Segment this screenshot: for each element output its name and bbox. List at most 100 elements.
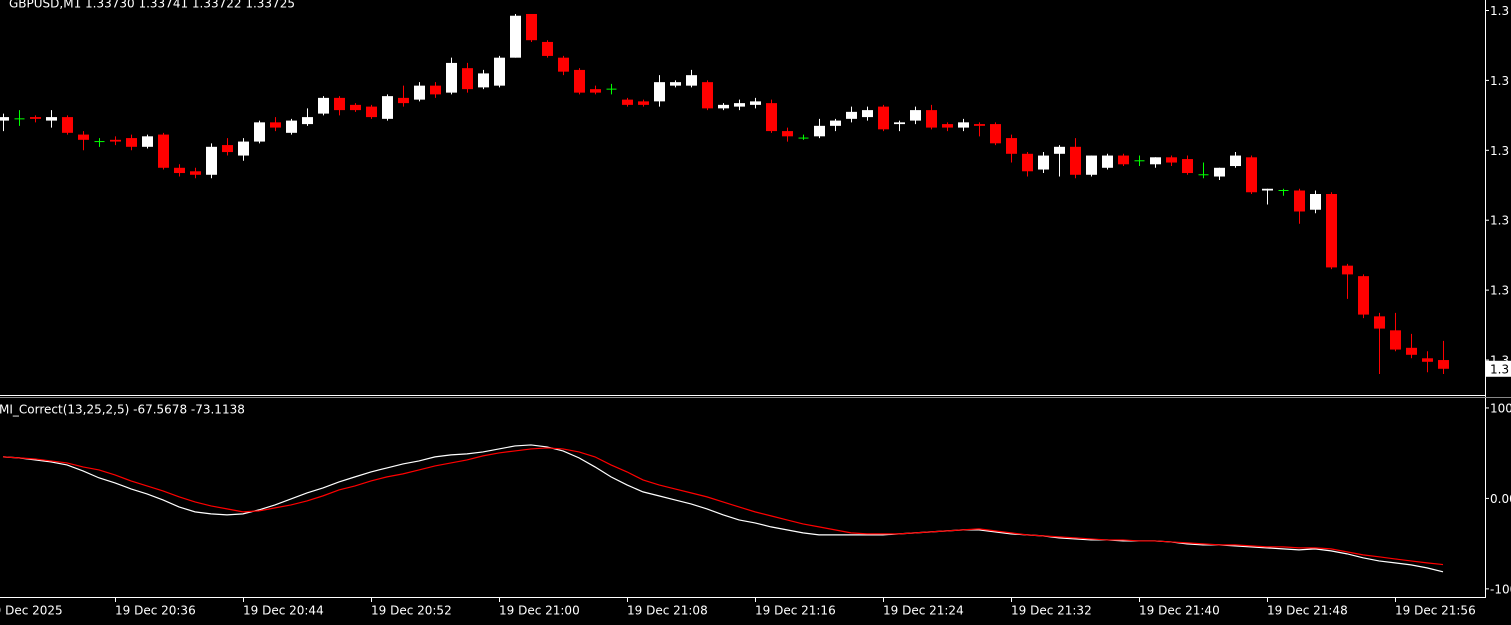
candle-body: [350, 104, 361, 111]
candle-body: [110, 139, 121, 142]
candle-body: [1166, 157, 1177, 163]
candle-body: [46, 117, 57, 121]
candle-body: [382, 96, 393, 119]
candle-body: [990, 124, 1001, 144]
x-tick-label: 19 Dec 20:44: [243, 604, 324, 618]
candle-body: [238, 141, 249, 156]
candle-body: [590, 89, 601, 93]
y-tick-label: -100: [1490, 582, 1511, 596]
candle-body: [510, 15, 521, 58]
date-label: 19 Dec 2025: [0, 604, 63, 618]
candle-body: [1438, 360, 1449, 369]
candle-body: [1022, 153, 1033, 172]
candle-body: [1006, 138, 1017, 154]
candle-body: [782, 131, 793, 137]
candle-body: [62, 117, 73, 133]
y-tick-label: 1.3: [1490, 144, 1509, 158]
y-tick-label: 1.3: [1490, 214, 1509, 228]
candle-body: [174, 167, 185, 174]
candle-body: [446, 62, 457, 93]
candle-body: [750, 101, 761, 105]
candle-body: [398, 97, 409, 104]
candle-body: [542, 41, 553, 56]
candle-body: [142, 136, 153, 147]
last-price-label: 1.3: [1490, 362, 1509, 376]
candle-body: [1054, 146, 1065, 154]
candle-body: [30, 117, 41, 119]
last-price-box: [1486, 360, 1511, 377]
candle-body: [1310, 194, 1321, 210]
candle-body: [734, 103, 745, 107]
x-tick-label: 19 Dec 20:52: [371, 604, 452, 618]
candle-body: [1422, 358, 1433, 362]
candle-body: [302, 117, 313, 125]
candle-body: [126, 138, 137, 147]
candle-body: [718, 104, 729, 109]
candle-body: [1406, 347, 1417, 355]
candle-body: [702, 82, 713, 109]
candle-body: [526, 13, 537, 41]
chart-title: GBPUSD,M1 1.33730 1.33741 1.33722 1.3372…: [9, 0, 295, 11]
y-tick-label: 100: [1490, 401, 1511, 415]
candle-body: [158, 134, 169, 168]
candle-body: [622, 99, 633, 105]
candle-body: [1230, 155, 1241, 167]
candle-body: [670, 82, 681, 86]
x-tick-label: 19 Dec 20:36: [115, 604, 196, 618]
x-tick-label: 19 Dec 21:32: [1011, 604, 1092, 618]
candle-body: [270, 122, 281, 128]
candle-body: [910, 110, 921, 121]
x-tick-label: 19 Dec 21:16: [755, 604, 836, 618]
candle-body: [766, 103, 777, 132]
candle-body: [254, 122, 265, 142]
candle-body: [1262, 188, 1273, 191]
x-tick-label: 19 Dec 21:40: [1139, 604, 1220, 618]
indicator-title: MI_Correct(13,25,2,5) -67.5678 -73.1138: [0, 403, 245, 417]
candle-body: [846, 111, 857, 119]
candle-body: [1374, 316, 1385, 329]
candle-body: [830, 120, 841, 126]
candle-body: [430, 85, 441, 95]
candle-body: [1390, 330, 1401, 350]
y-tick-label: 0.00: [1490, 492, 1511, 506]
candle-body: [574, 69, 585, 93]
x-tick-label: 19 Dec 21:56: [1395, 604, 1476, 618]
candle-body: [958, 122, 969, 128]
candle-body: [1246, 157, 1257, 193]
y-tick-label: 1.3: [1490, 4, 1509, 18]
candle-body: [222, 145, 233, 153]
candle-body: [638, 101, 649, 105]
candle-body: [814, 125, 825, 137]
candle-body: [558, 57, 569, 72]
indicator-line: [2, 447, 1444, 566]
candle-body: [942, 124, 953, 128]
candle-body: [1214, 167, 1225, 177]
candle-body: [1182, 159, 1193, 174]
candle-body: [414, 85, 425, 100]
candle-body: [462, 68, 473, 90]
candle-body: [478, 73, 489, 88]
candle-body: [894, 122, 905, 125]
candle-body: [318, 97, 329, 114]
candle-body: [366, 106, 377, 118]
y-tick-label: 1.3: [1490, 284, 1509, 298]
candle-body: [1118, 155, 1129, 165]
candle-body: [494, 57, 505, 86]
candle-body: [1294, 190, 1305, 212]
candle-body: [78, 134, 89, 140]
candle-body: [206, 146, 217, 175]
candle-body: [878, 106, 889, 130]
x-tick-label: 19 Dec 21:08: [627, 604, 708, 618]
candle-body: [1086, 155, 1097, 175]
indicator-line: [2, 444, 1444, 573]
y-tick-label: 1.3: [1490, 74, 1509, 88]
candle-body: [190, 171, 201, 175]
candle-body: [1070, 146, 1081, 175]
candle-body: [1326, 194, 1337, 268]
candle-body: [1358, 276, 1369, 315]
candle-body: [974, 124, 985, 126]
candle-body: [686, 75, 697, 86]
candle-body: [0, 117, 9, 121]
